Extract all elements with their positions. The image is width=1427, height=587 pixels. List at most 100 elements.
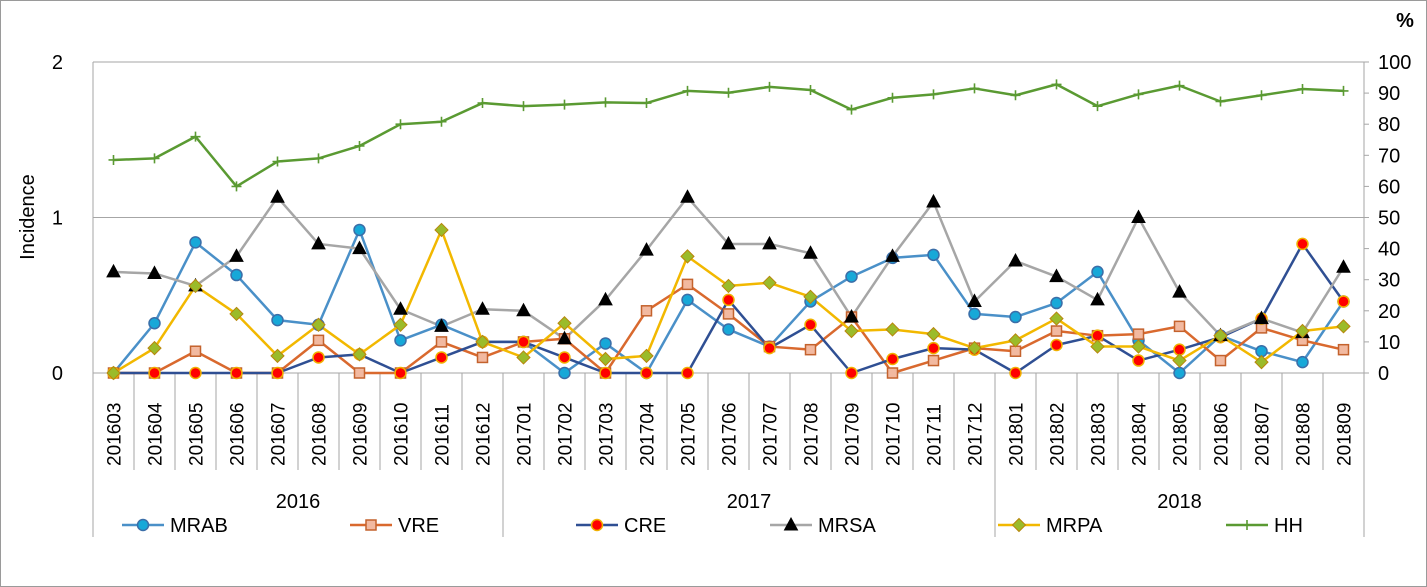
legend-label-mrpa: MRPA [1046,515,1103,537]
x-category-label: 201805 [1171,403,1192,466]
x-category-label: 201605 [187,403,208,466]
legend-label-mrab: MRAB [170,515,228,537]
data-point-mrsa [844,308,859,323]
data-point-mrpa [1008,333,1023,348]
data-point-mrsa [434,318,449,332]
y2-tick-label: 70 [1378,145,1400,167]
data-point-hh [846,104,857,115]
x-category-label: 201709 [843,403,864,466]
data-point-hh [1051,79,1062,90]
x-category-label: 201702 [556,403,577,466]
y2-tick-label: 100 [1378,52,1411,74]
data-point-mrpa [516,350,531,365]
data-point-mrsa [680,189,695,203]
data-point-cre [763,341,776,355]
data-point-mrpa [598,351,613,367]
data-point-hh [436,116,447,127]
x-category-label: 201809 [1335,403,1356,466]
y-tick-label: 0 [52,363,63,385]
x-category-label: 201607 [269,403,290,466]
data-point-cre [1132,354,1145,367]
data-point-hh [354,140,365,151]
x-category-label: 201710 [884,403,905,466]
data-point-hh [1092,101,1103,112]
data-point-hh [1174,80,1185,91]
data-point-hh [764,81,775,92]
data-point-mrpa [1295,323,1310,339]
data-point-mrab [148,316,161,330]
data-point-mrab [394,334,407,347]
data-point-mrab [189,236,202,249]
data-point-hh [969,83,980,94]
data-point-mrpa [557,316,572,331]
data-point-hh [1338,85,1349,96]
y2-tick-label: 60 [1378,176,1400,198]
legend-marker-mrab [136,518,150,532]
data-point-mrsa [1008,252,1023,267]
legend-marker-cre [590,518,604,532]
data-point-vre [435,336,448,348]
data-point-hh [518,101,529,112]
x-category-label: 201708 [802,403,823,466]
data-point-mrab [599,337,612,350]
data-point-cre [927,341,940,355]
x-category-label: 201712 [966,403,987,466]
data-point-mrpa [229,306,244,322]
data-point-mrsa [270,189,285,203]
data-point-mrsa [885,248,900,262]
data-point-mrsa [1131,209,1146,223]
data-point-cre [394,366,407,380]
x-category-label: 201806 [1212,403,1233,466]
year-group-label: 2016 [276,491,321,513]
data-point-mrsa [1049,268,1064,283]
data-point-mrab [353,223,366,237]
data-point-cre [189,366,202,380]
data-point-hh [313,153,324,164]
y2-tick-label: 20 [1378,301,1400,323]
data-point-mrsa [1090,291,1105,306]
legend: MRAB VRE CRE MRSA MRPA HH [122,515,1303,537]
x-category-label: 201704 [638,402,659,466]
y2-tick-label: 50 [1378,208,1400,230]
right-y-tick-labels: 0 10 20 30 40 50 60 70 80 90 100 [1378,52,1411,385]
data-point-mrpa [393,317,408,333]
data-point-mrab [722,323,735,336]
data-point-vre [353,367,366,379]
data-point-hh [272,156,283,167]
data-point-cre [148,366,161,380]
data-point-hh [1297,84,1308,95]
x-category-label: 201711 [925,404,946,466]
x-category-label: 201703 [597,403,618,466]
data-point-cre [435,351,448,364]
data-point-mrsa [721,235,736,250]
data-point-mrpa [721,278,736,294]
data-point-mrpa [926,326,941,342]
y-tick-label: 2 [52,52,63,74]
data-point-mrab [271,313,284,327]
data-point-hh [682,85,693,96]
y-axis-title: Incidence [17,174,39,260]
data-point-cre [558,351,571,364]
data-point-vre [1214,354,1227,367]
data-point-cre [1050,338,1063,352]
x-category-label: 201603 [105,403,126,466]
data-point-hh [928,89,939,100]
x-category-label: 201608 [310,403,331,466]
legend-marker-mrpa [1011,517,1027,533]
y2-tick-label: 0 [1378,363,1389,385]
data-point-cre [1009,366,1022,380]
legend-marker-vre [365,519,377,531]
data-point-mrpa [475,334,490,350]
data-point-vre [476,351,489,364]
legend-label-hh: HH [1274,515,1303,537]
x-category-label: 201807 [1253,403,1274,466]
legend-marker-mrsa [783,516,799,531]
data-point-mrpa [188,278,203,294]
data-point-hh [600,97,611,108]
data-point-mrpa [311,317,326,333]
data-point-mrsa [229,248,244,262]
data-point-cre [804,318,817,332]
data-point-cre [886,352,899,366]
data-point-mrpa [680,249,695,264]
